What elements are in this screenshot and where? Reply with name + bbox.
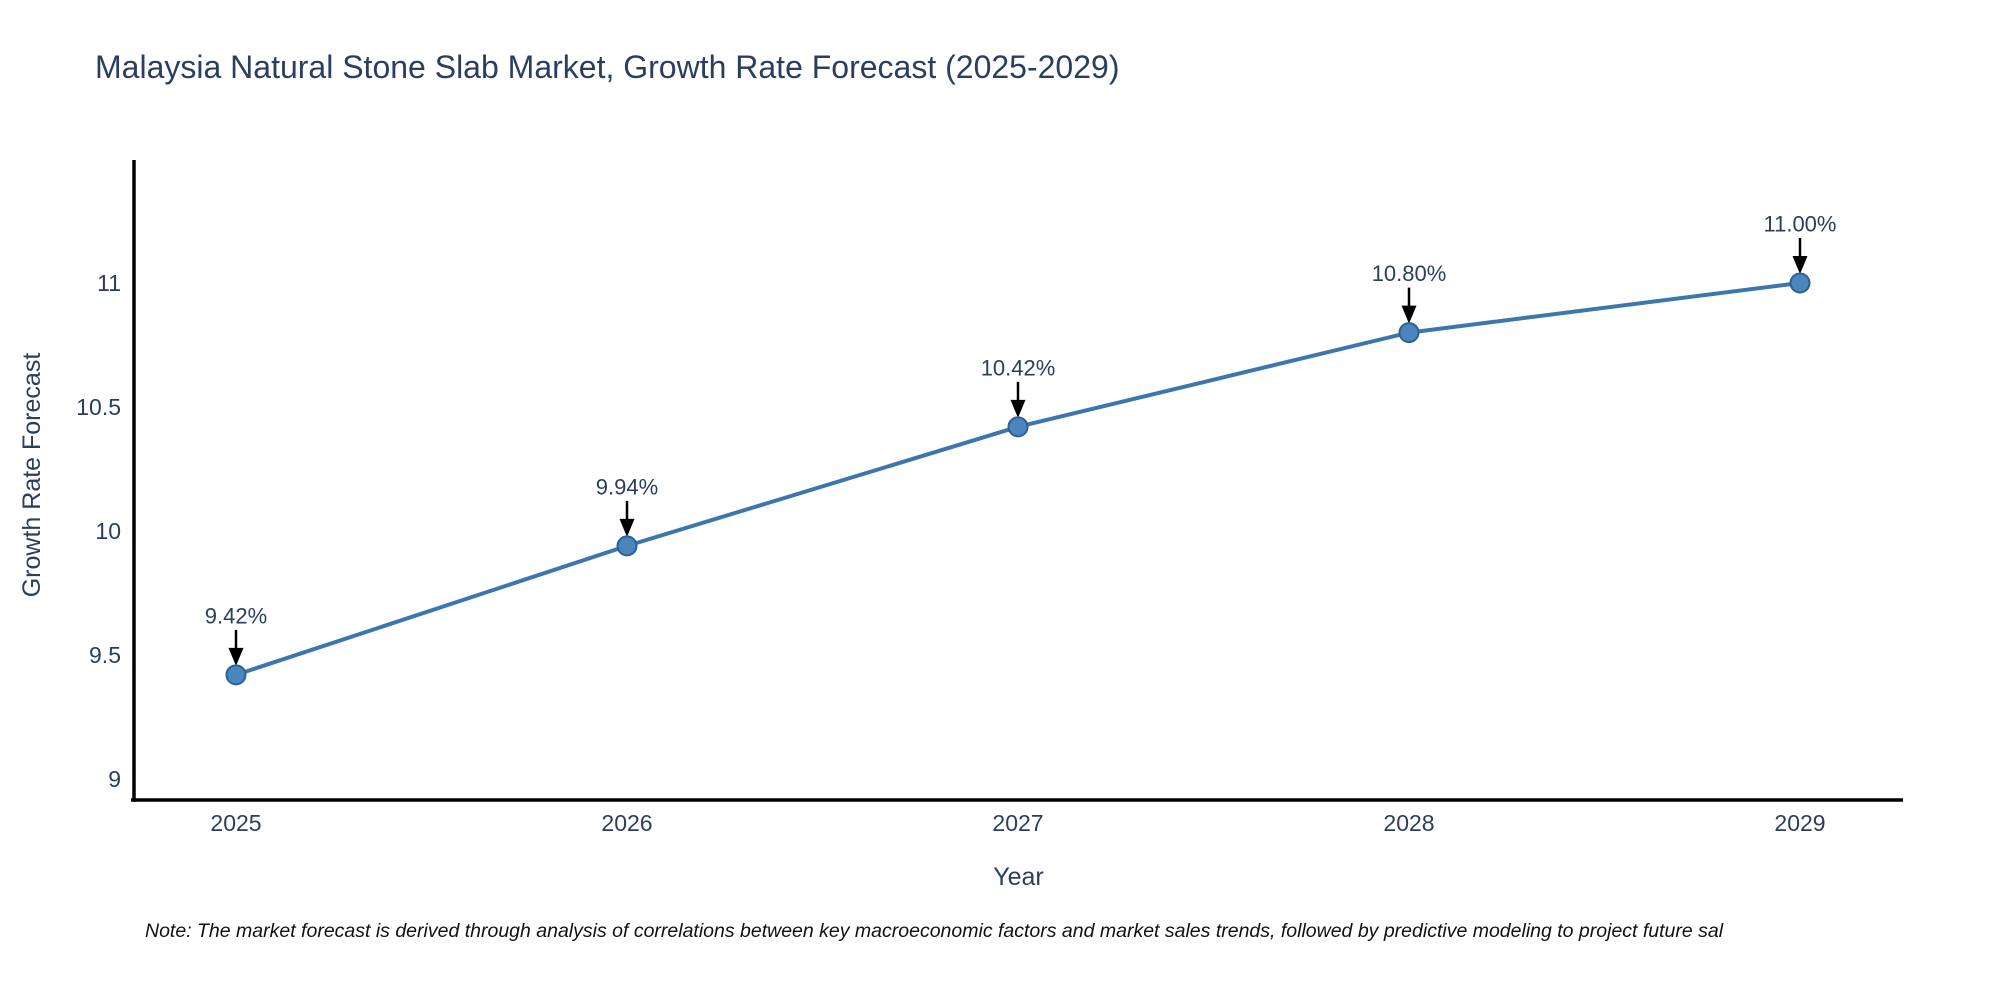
data-point-marker[interactable] <box>616 535 638 557</box>
x-tick-label: 2027 <box>992 810 1043 836</box>
chart-footnote: Note: The market forecast is derived thr… <box>145 920 1724 942</box>
data-point-marker[interactable] <box>1789 272 1811 294</box>
annotation-arrow-head <box>1792 256 1808 274</box>
data-point-label: 9.42% <box>205 603 267 628</box>
y-tick-label: 10 <box>95 518 121 544</box>
y-tick-label: 9.5 <box>89 642 121 668</box>
data-point-label: 10.80% <box>1372 261 1447 286</box>
chart-title: Malaysia Natural Stone Slab Market, Grow… <box>95 49 1120 85</box>
data-point-marker[interactable] <box>225 664 247 686</box>
x-axis-title: Year <box>993 863 1044 891</box>
y-tick-label: 11 <box>97 270 121 296</box>
x-tick-label: 2025 <box>210 810 261 836</box>
x-tick-label: 2029 <box>1774 810 1825 836</box>
data-point-marker[interactable] <box>1007 416 1029 438</box>
data-point-marker[interactable] <box>1398 322 1420 344</box>
trend-line <box>234 281 1802 677</box>
data-point-label: 9.94% <box>596 474 658 499</box>
x-tick-label: 2026 <box>601 810 652 836</box>
annotation-arrow-head <box>1401 305 1417 324</box>
annotation-arrow-head <box>619 518 635 537</box>
x-tick-label: 2028 <box>1383 810 1434 836</box>
annotation-arrow-head <box>228 647 244 666</box>
y-axis-title: Growth Rate Forecast <box>18 353 46 598</box>
y-tick-label: 9 <box>108 766 121 792</box>
data-point-label: 11.00% <box>1764 212 1837 237</box>
data-point-label: 10.42% <box>981 355 1056 380</box>
y-tick-label: 10.5 <box>76 394 121 420</box>
annotation-arrow-head <box>1010 399 1026 418</box>
